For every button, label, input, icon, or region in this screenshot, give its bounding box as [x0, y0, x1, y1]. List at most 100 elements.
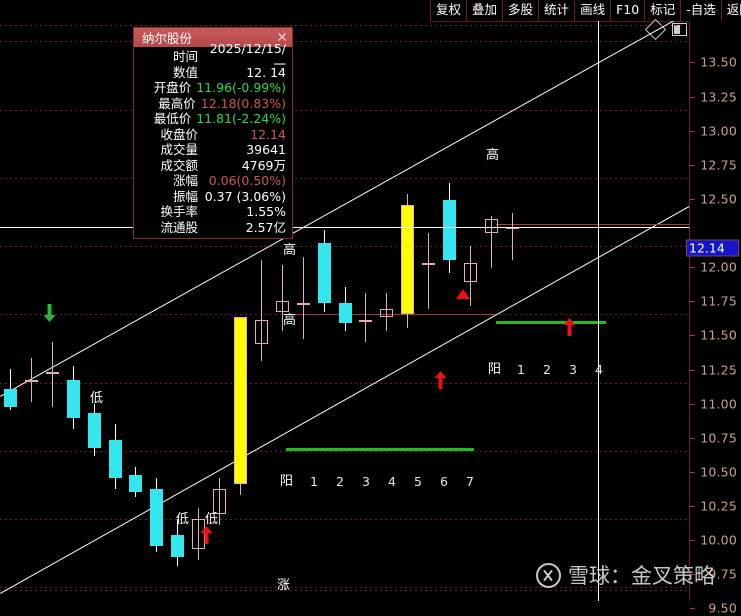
price-axis-tick: 9.50 [708, 600, 737, 616]
resistance-line-red-upper[interactable] [496, 224, 690, 226]
price-axis[interactable]: 13.50 13.25 13.00 12.75 12.50 12.00 11.75 11.50… [686, 21, 741, 616]
candlestick[interactable] [129, 467, 143, 498]
count-lower-1: 1 [310, 474, 318, 489]
candle-body [254, 319, 268, 345]
candlestick[interactable] [66, 366, 80, 430]
price-axis-tickmark [690, 471, 695, 473]
price-axis-tick: 13.50 [700, 54, 737, 70]
candlestick[interactable] [443, 183, 457, 274]
candle-wick [51, 341, 53, 408]
candle-body [484, 218, 498, 233]
xueqiu-logo-icon [536, 562, 561, 588]
quote-row-value: 0.37 (3.06%) [204, 188, 286, 204]
close-icon[interactable]: ✕ [276, 29, 288, 46]
toolbar-button-duogu[interactable]: 多股 [503, 0, 540, 21]
candle-body [150, 489, 164, 547]
support-line-green-upper[interactable] [496, 321, 606, 325]
support-line-green-lower[interactable] [286, 448, 474, 452]
candlestick[interactable] [463, 246, 477, 307]
quote-row-value: 4769万 [241, 157, 286, 173]
quote-row: 开盘价 11.96(-0.99%) [136, 80, 288, 96]
price-axis-tickmark [690, 574, 695, 576]
quote-row-label: 时间 [172, 49, 198, 64]
toolbar-button-diejia[interactable]: 叠加 [467, 0, 504, 21]
candlestick[interactable] [171, 519, 185, 566]
quote-row-label: 流通股 [160, 219, 198, 235]
candlestick[interactable] [45, 341, 59, 408]
candlestick[interactable] [401, 194, 415, 329]
candle-wick [260, 259, 262, 361]
candle-wick [281, 265, 283, 331]
count-lower-7: 7 [466, 474, 474, 489]
sell-arrow-down [43, 304, 56, 326]
candle-body [45, 371, 59, 374]
toolbar-button-huaxian[interactable]: 画线 [575, 0, 612, 21]
count-lower-2: 2 [336, 474, 344, 489]
candle-wick [198, 508, 200, 561]
quote-row-label: 成交量 [160, 142, 198, 157]
candlestick[interactable] [150, 478, 164, 552]
candle-wick [469, 246, 471, 307]
price-axis-tick: 10.75 [700, 430, 737, 446]
candlestick[interactable] [275, 265, 289, 331]
quote-row: 涨幅 0.06(0.50%) [136, 173, 288, 189]
toolbar-button-f10[interactable]: F10 [611, 0, 646, 21]
quote-row: 收盘价 12.14 [136, 127, 288, 143]
toolbar-button-biaoji[interactable]: 标记 [645, 0, 682, 21]
trendline-lower-channel[interactable] [0, 205, 690, 594]
candlestick[interactable] [3, 369, 17, 410]
count-upper-1: 1 [517, 362, 525, 377]
candle-body [108, 439, 122, 479]
quote-row-value: 2.57亿 [245, 219, 286, 235]
price-axis-tickmark [690, 335, 695, 337]
candlestick[interactable] [338, 287, 352, 331]
zhang-label: 涨 [277, 578, 291, 593]
toolbar-button-fuquan[interactable]: 复权 [430, 0, 468, 21]
candlestick[interactable] [213, 478, 227, 525]
trendline-upper-channel[interactable] [0, 21, 690, 398]
toolbar-button-zixuan[interactable]: -自选 [681, 0, 722, 21]
candle-body [233, 317, 247, 484]
candlestick[interactable] [296, 257, 310, 339]
quote-row: 最低价 11.81(-2.24%) [136, 111, 288, 127]
chart-gridline [0, 246, 690, 248]
candlestick[interactable] [317, 229, 331, 312]
crosshair-vertical [598, 21, 599, 601]
candle-body [422, 262, 436, 265]
candlestick[interactable] [359, 292, 373, 342]
candlestick[interactable] [24, 358, 38, 402]
candle-body [359, 319, 373, 322]
crosshair-horizontal [0, 227, 690, 229]
price-axis-tick: 9.75 [708, 566, 737, 582]
quote-row-value: 2025/12/15/一 [209, 41, 286, 72]
candle-body [129, 475, 143, 492]
candlestick[interactable] [484, 216, 498, 268]
quote-row-value: 12.14 [250, 126, 286, 142]
quote-row-value: 12. 14 [246, 64, 286, 80]
candlestick[interactable] [87, 404, 101, 457]
price-axis-tickmark [690, 267, 695, 269]
yang-label-1: 阳 [280, 474, 294, 489]
quote-row-value: 0.06(0.50%) [208, 173, 286, 188]
chart-gridline [0, 590, 690, 592]
candle-body [338, 303, 352, 323]
candlestick[interactable] [380, 292, 394, 331]
buy-arrow-up-2 [434, 371, 447, 393]
candle-body [443, 199, 457, 260]
low-label-1: 低 [90, 391, 104, 406]
candle-body [87, 412, 101, 449]
chart-gridline [0, 587, 690, 589]
candle-wick [365, 292, 367, 342]
candlestick[interactable] [254, 259, 268, 361]
toolbar-button-fanhui[interactable]: 返回 [721, 0, 741, 21]
candlestick[interactable] [422, 232, 436, 309]
quote-row-label: 收盘价 [160, 126, 198, 142]
resistance-line-red-lower[interactable] [296, 314, 496, 316]
split-pane-icon[interactable] [672, 23, 687, 36]
candlestick[interactable] [505, 213, 519, 260]
toolbar-button-tongji[interactable]: 统计 [539, 0, 576, 21]
candlestick[interactable] [108, 423, 122, 490]
quote-row-value: 11.81(-2.24%) [196, 111, 286, 126]
candlestick[interactable] [233, 317, 247, 495]
